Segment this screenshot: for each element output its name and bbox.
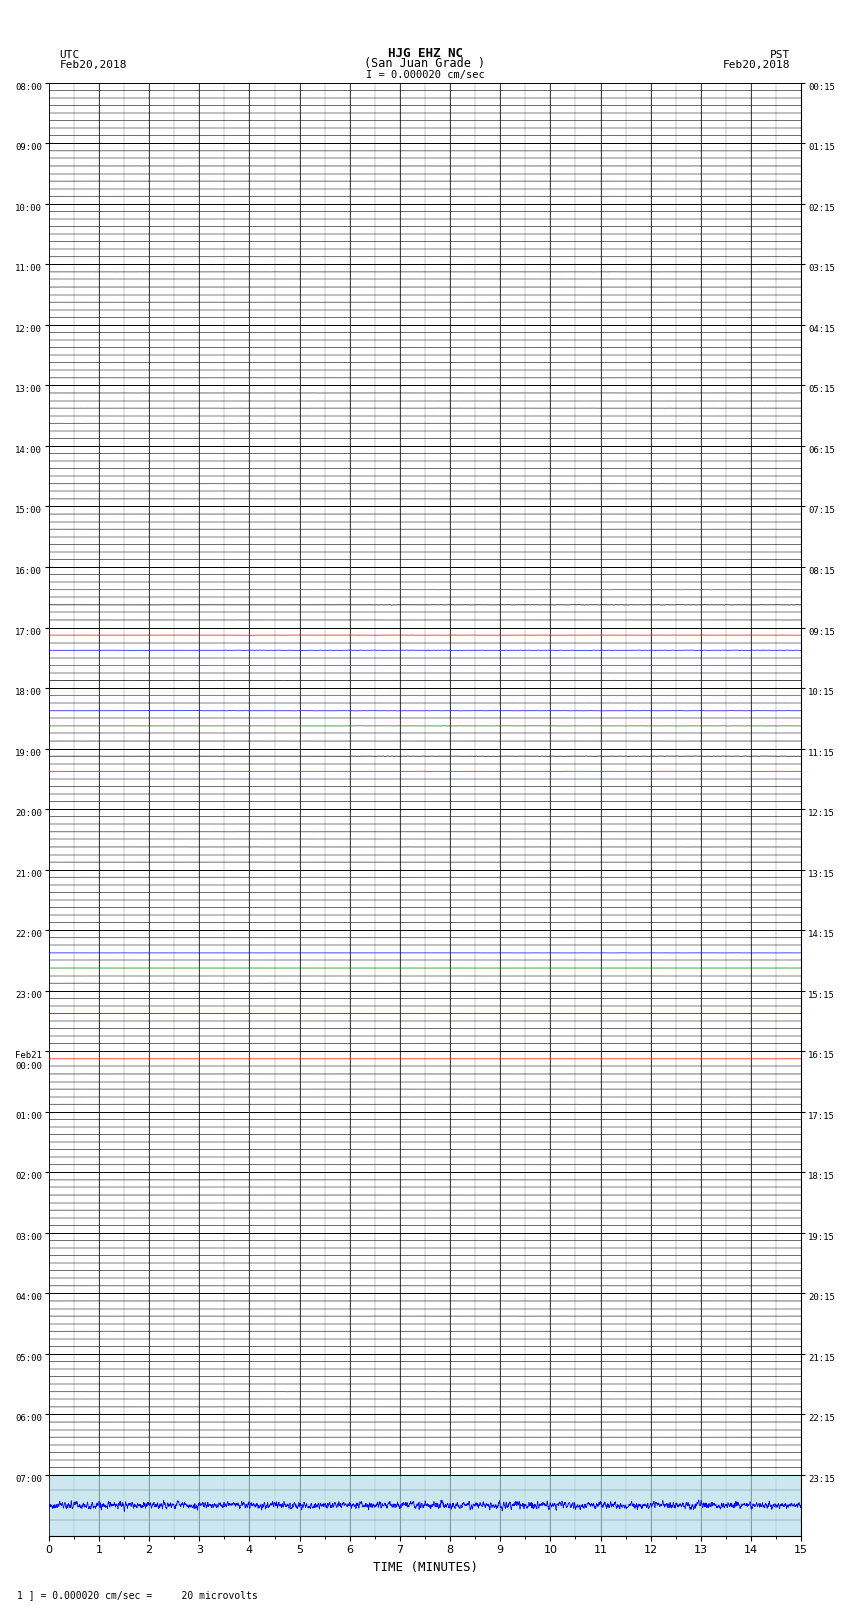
Text: I = 0.000020 cm/sec: I = 0.000020 cm/sec	[366, 69, 484, 79]
Text: PST: PST	[770, 50, 790, 60]
Text: (San Juan Grade ): (San Juan Grade )	[365, 56, 485, 71]
Text: HJG EHZ NC: HJG EHZ NC	[388, 47, 462, 60]
Text: UTC: UTC	[60, 50, 80, 60]
Text: 1 ] = 0.000020 cm/sec =     20 microvolts: 1 ] = 0.000020 cm/sec = 20 microvolts	[17, 1590, 258, 1600]
Text: Feb20,2018: Feb20,2018	[723, 60, 791, 71]
X-axis label: TIME (MINUTES): TIME (MINUTES)	[372, 1561, 478, 1574]
Text: Feb20,2018: Feb20,2018	[60, 60, 127, 71]
